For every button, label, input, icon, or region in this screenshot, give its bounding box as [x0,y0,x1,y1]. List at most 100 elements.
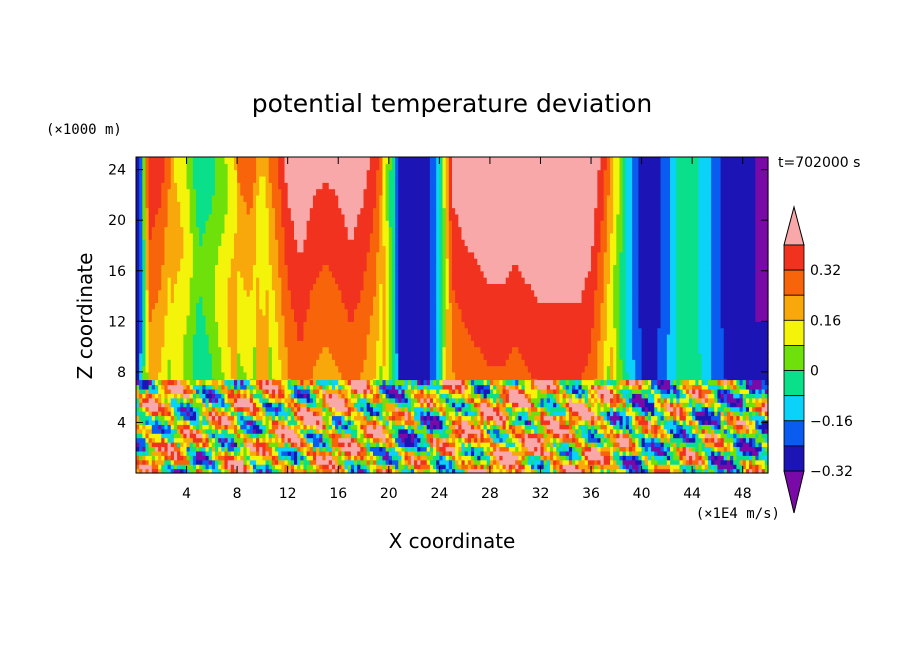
upper-cell [215,289,219,297]
upper-cell [357,289,361,297]
upper-cell [215,333,219,341]
upper-cell [227,169,232,177]
upper-cell [268,283,273,291]
upper-cell [417,201,421,209]
upper-cell [142,277,147,284]
upper-cell [319,333,324,341]
upper-cell [256,315,260,322]
upper-cell [142,327,147,335]
upper-cell [417,194,421,202]
upper-cell [344,194,349,202]
upper-cell [417,226,421,234]
upper-cell [369,232,374,240]
upper-cell [344,302,349,310]
upper-cell [423,283,428,291]
upper-cell [215,346,219,354]
upper-cell [379,315,384,322]
upper-cell [404,239,409,247]
upper-cell [325,352,330,360]
upper-cell [344,352,349,360]
upper-cell [306,289,311,297]
upper-cell [211,346,216,354]
upper-cell [309,213,314,221]
upper-cell [224,258,229,266]
upper-cell [331,327,336,335]
upper-cell [240,352,245,360]
upper-cell [243,315,248,322]
upper-cell [328,258,333,266]
upper-cell [309,188,314,196]
upper-cell [158,333,162,341]
upper-cell [173,163,178,171]
upper-cell [186,340,191,348]
upper-cell [262,220,267,228]
upper-cell [338,239,342,247]
upper-cell [338,188,342,196]
upper-cell [284,169,289,177]
upper-cell [363,207,368,215]
upper-cell [420,220,425,228]
upper-cell [290,188,295,196]
upper-cell [173,321,178,329]
upper-cell [300,258,305,266]
upper-cell [161,308,166,316]
upper-cell [290,239,295,247]
upper-cell [192,283,197,291]
upper-cell [227,315,232,322]
upper-cell [379,346,384,354]
upper-cell [265,232,270,240]
upper-cell [287,296,292,303]
upper-cell [290,289,295,297]
upper-cell [256,194,260,202]
upper-cell [382,270,387,278]
upper-cell [281,226,286,234]
upper-cell [347,340,352,348]
upper-cell [395,270,399,278]
upper-cell [186,258,191,266]
upper-cell [404,359,409,367]
upper-cell [338,232,342,240]
upper-cell [275,315,279,322]
upper-cell [164,289,169,297]
upper-cell [196,251,200,259]
upper-cell [259,346,263,354]
upper-cell [322,245,327,253]
upper-cell [420,352,425,360]
upper-cell [221,277,226,284]
upper-cell [335,315,339,322]
upper-cell [180,302,184,310]
upper-cell [294,207,298,215]
upper-cell [347,182,352,190]
upper-cell [300,359,305,367]
upper-cell [401,226,406,234]
upper-cell [249,365,254,373]
upper-cell [423,226,428,234]
upper-cell [391,169,396,177]
upper-cell [284,239,289,247]
upper-cell [211,315,216,322]
upper-cell [290,321,295,329]
upper-cell [388,315,393,322]
upper-cell [398,270,403,278]
upper-cell [249,220,254,228]
upper-cell [154,365,159,373]
upper-cell [360,346,365,354]
upper-cell [148,340,153,348]
upper-cell [154,308,159,316]
upper-cell [426,359,431,367]
upper-cell [306,277,311,284]
upper-cell [230,296,235,303]
upper-cell [183,264,188,272]
upper-cell [391,277,396,284]
upper-cell [354,270,358,278]
upper-cell [256,264,260,272]
upper-cell [180,251,184,259]
upper-cell [161,251,166,259]
upper-cell [385,182,390,190]
upper-cell [417,327,421,335]
upper-cell [420,340,425,348]
upper-cell [202,321,207,329]
upper-cell [395,220,399,228]
upper-cell [275,270,279,278]
upper-cell [278,321,282,329]
